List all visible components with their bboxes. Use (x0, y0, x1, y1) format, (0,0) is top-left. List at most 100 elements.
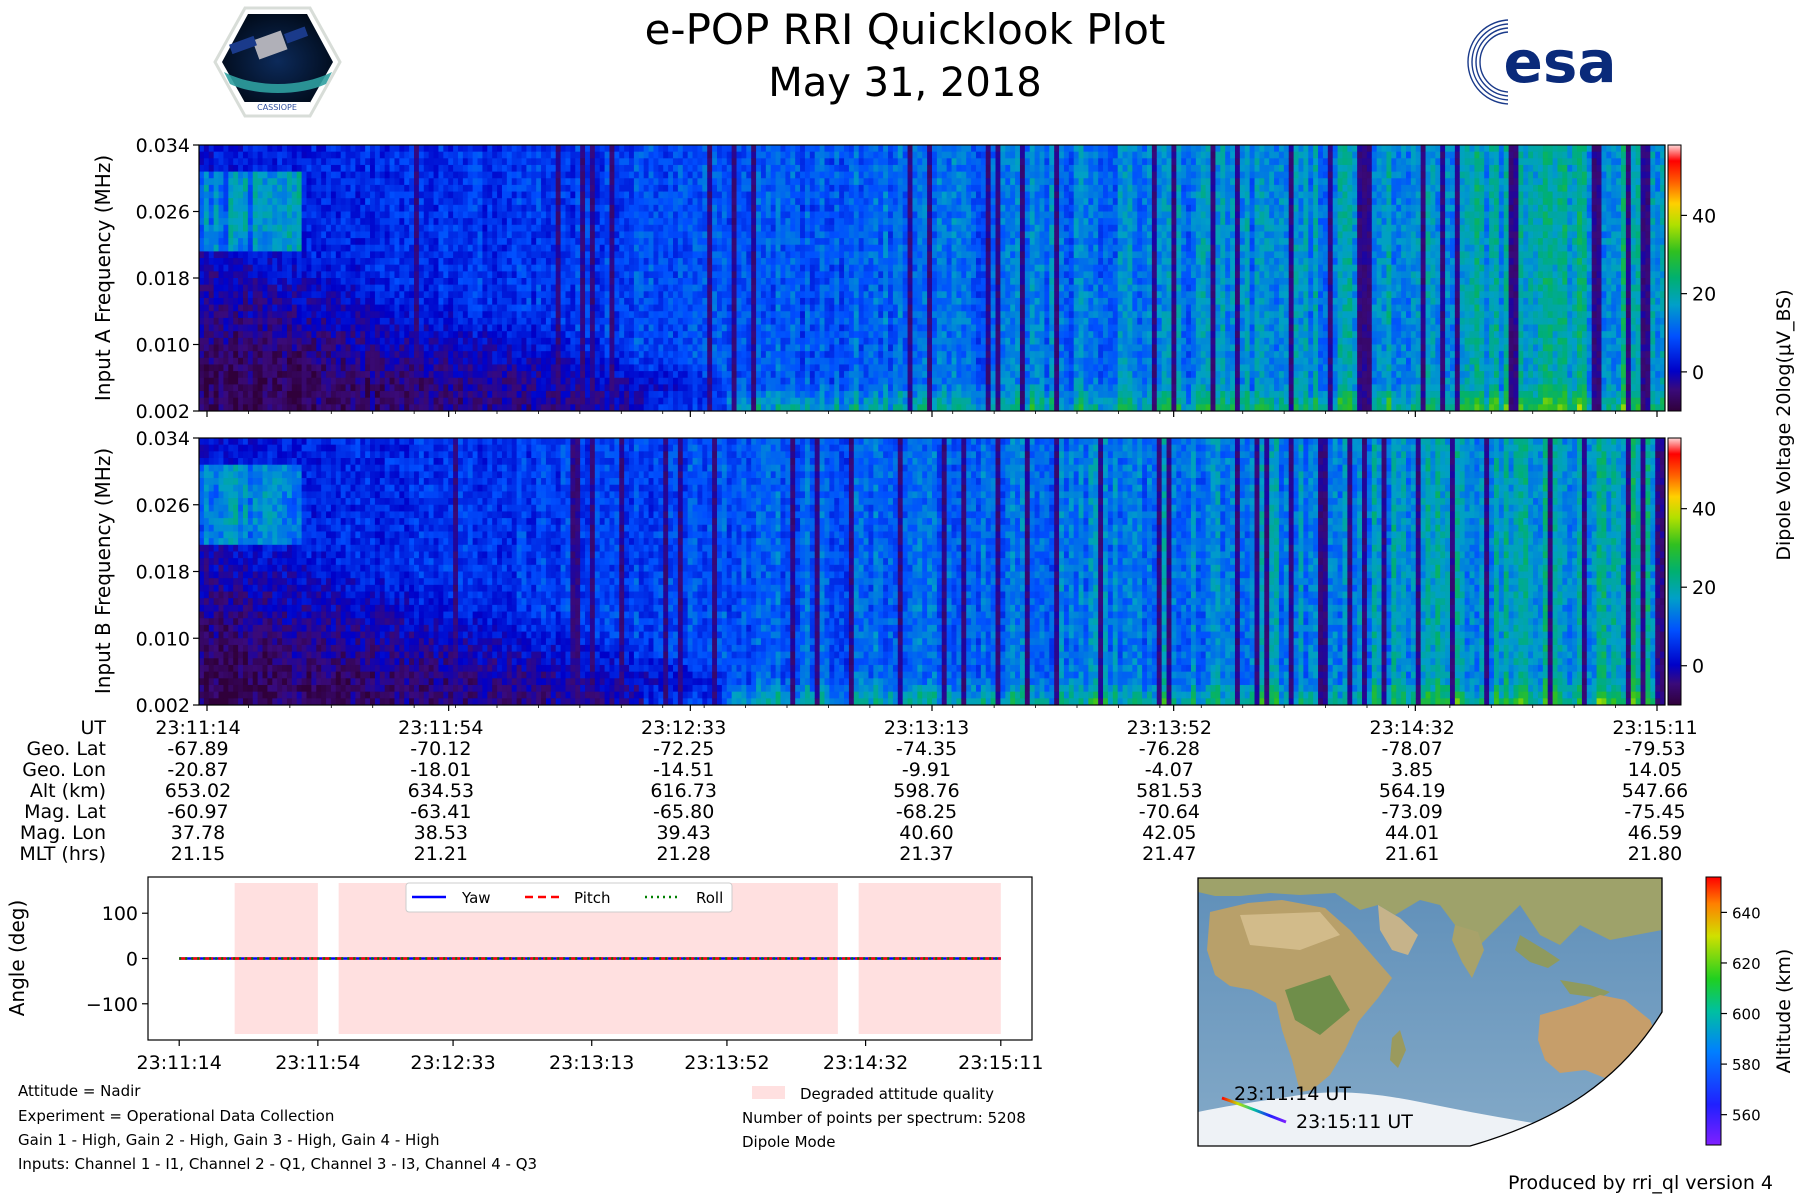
spectrogram-cell (551, 325, 556, 332)
spectrogram-cell (693, 325, 698, 332)
spectrogram-cell (375, 371, 380, 378)
spectrogram-cell (238, 358, 243, 365)
spectrogram-cell (624, 278, 629, 285)
spectrogram-cell (512, 378, 517, 385)
spectrogram-cell (595, 291, 600, 298)
spectrogram-cell (370, 152, 375, 159)
spectrogram-cell (600, 218, 605, 225)
spectrogram-cell (468, 278, 473, 285)
spectrogram-cell (380, 351, 385, 358)
spectrogram-cell (209, 198, 214, 205)
spectrogram-cell (219, 258, 224, 265)
spectrogram-cell (453, 218, 458, 225)
spectrogram-cell (522, 404, 527, 411)
spectrogram-cell (536, 305, 541, 312)
spectrogram-cell (233, 331, 238, 338)
spectrogram-cell (512, 185, 517, 192)
spectrogram-cell (458, 212, 463, 219)
spectrogram-cell (566, 251, 571, 258)
spectrogram-cell (526, 404, 531, 411)
spectrogram-cell (243, 218, 248, 225)
spectrogram-cell (228, 205, 233, 212)
spectrogram-cell (693, 338, 698, 345)
spectrogram-cell (350, 305, 355, 312)
spectrogram-cell (380, 238, 385, 245)
spectrogram-cell (380, 271, 385, 278)
spectrogram-cell (487, 205, 492, 212)
spectrogram-cell (693, 291, 698, 298)
spectrogram-cell (609, 225, 614, 232)
spectrogram-cell (776, 271, 781, 278)
spectrogram-cell (585, 145, 590, 152)
spectrogram-cell (341, 178, 346, 185)
spectrogram-cell (297, 218, 302, 225)
spectrogram-cell (756, 218, 761, 225)
spectrogram-cell (394, 345, 399, 352)
spectrogram-cell (253, 331, 258, 338)
spectrogram-cell (375, 251, 380, 258)
spectrogram-cell (712, 298, 717, 305)
spectrogram-cell (649, 218, 654, 225)
spectrogram-cell (507, 345, 512, 352)
spectrogram-cell (287, 158, 292, 165)
spectrogram-cell (223, 404, 228, 411)
spectrogram-cell (727, 398, 732, 405)
spectrogram-cell (346, 192, 351, 199)
spectrogram-cell (277, 152, 282, 159)
spectrogram-cell (350, 278, 355, 285)
spectrogram-cell (394, 245, 399, 252)
spectrogram-cell (575, 298, 580, 305)
spectrogram-cell (619, 265, 624, 272)
spectrogram-cell (311, 152, 316, 159)
spectrogram-cell (223, 305, 228, 312)
spectrogram-cell (414, 245, 419, 252)
spectrogram-cell (438, 291, 443, 298)
spectrogram-cell (526, 298, 531, 305)
spectrogram-cell (199, 205, 204, 212)
spectrogram-cell (331, 245, 336, 252)
spectrogram-cell (781, 384, 786, 391)
spectrogram-cell (653, 218, 658, 225)
spectrogram-cell (517, 378, 522, 385)
spectrogram-cell (746, 258, 751, 265)
spectrogram-cell (678, 178, 683, 185)
spectrogram-cell (751, 158, 756, 165)
spectrogram-cell (385, 351, 390, 358)
spectrogram-cell (238, 325, 243, 332)
spectrogram-cell (214, 331, 219, 338)
spectrogram-cell (732, 245, 737, 252)
spectrogram-cell (776, 158, 781, 165)
spectrogram-cell (253, 245, 258, 252)
spectrogram-cell (434, 265, 439, 272)
spectrogram-cell (434, 331, 439, 338)
spectrogram-cell (282, 364, 287, 371)
spectrogram-cell (561, 271, 566, 278)
spectrogram-cell (458, 384, 463, 391)
spectrogram-cell (316, 165, 321, 172)
spectrogram-cell (463, 331, 468, 338)
spectrogram-cell (434, 378, 439, 385)
spectrogram-cell (800, 338, 805, 345)
spectrogram-cell (732, 358, 737, 365)
spectrogram-cell (673, 245, 678, 252)
spectrogram-cell (238, 371, 243, 378)
spectrogram-cell (429, 398, 434, 405)
spectrogram-cell (302, 305, 307, 312)
spectrogram-cell (292, 238, 297, 245)
spectrogram-cell (712, 185, 717, 192)
spectrogram-cell (355, 178, 360, 185)
spectrogram-cell (370, 338, 375, 345)
spectrogram-cell (805, 192, 810, 199)
spectrogram-cell (434, 178, 439, 185)
spectrogram-cell (639, 238, 644, 245)
spectrogram-cell (697, 384, 702, 391)
spectrogram-cell (267, 351, 272, 358)
spectrogram-cell (678, 331, 683, 338)
spectrogram-cell (658, 331, 663, 338)
spectrogram-cell (609, 165, 614, 172)
spectrogram-cell (561, 212, 566, 219)
spectrogram-cell (766, 145, 771, 152)
spectrogram-cell (263, 391, 268, 398)
spectrogram-cell (297, 311, 302, 318)
spectrogram-cell (302, 398, 307, 405)
